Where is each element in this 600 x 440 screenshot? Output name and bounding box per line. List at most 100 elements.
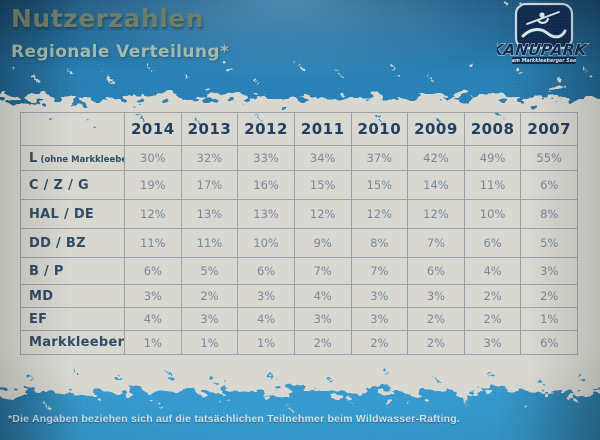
value-cell: 34% — [293, 145, 352, 171]
row-label: Markkleeberg — [20, 330, 125, 355]
value-cell: 15% — [293, 170, 352, 200]
value-cell: 3% — [350, 307, 409, 331]
value-cell: 16% — [237, 170, 295, 200]
value-cell: 14% — [407, 170, 465, 200]
value-cell: 8% — [520, 199, 578, 229]
value-cell: 55% — [520, 145, 578, 171]
table-container: 2014 2013 2012 2011 2010 2009 2008 2007 L (ohne… — [20, 112, 578, 355]
value-cell: 4% — [293, 284, 352, 308]
kayaker-icon — [521, 11, 567, 39]
table-row: C / Z / G 19% 17% 16% 15% 15% 14% 11% 6% — [20, 170, 578, 200]
value-cell: 42% — [407, 145, 465, 171]
value-cell: 2% — [407, 307, 465, 331]
value-cell: 6% — [463, 228, 522, 258]
regional-distribution-table: 2014 2013 2012 2011 2010 2009 2008 2007 L (ohne… — [20, 112, 578, 355]
value-cell: 2% — [463, 284, 522, 308]
year-header: 2011 — [293, 112, 352, 146]
value-cell: 13% — [180, 199, 239, 229]
table-row: DD / BZ 11% 11% 10% 9% 8% 7% 6% 5% — [20, 228, 578, 258]
value-cell: 6% — [124, 257, 182, 285]
table-row: MD 3% 2% 3% 4% 3% 3% 2% 2% — [20, 284, 578, 308]
footnote: *Die Angaben beziehen sich auf die tatsä… — [8, 413, 460, 425]
table-body: L (ohne Markkleeberg)30%32%33%34%37%42%4… — [20, 145, 578, 355]
row-label: C / Z / G — [20, 170, 125, 200]
value-cell: 1% — [520, 307, 578, 331]
value-cell: 2% — [463, 307, 522, 331]
value-cell: 6% — [407, 257, 465, 285]
value-cell: 10% — [463, 199, 522, 229]
table-row: HAL / DE 12% 13% 13% 12% 12% 12% 10% 8% — [20, 199, 578, 229]
value-cell: 6% — [520, 330, 578, 355]
row-label: HAL / DE — [20, 199, 125, 229]
value-cell: 11% — [180, 228, 239, 258]
value-cell: 1% — [237, 330, 295, 355]
logo-wordmark: KANUPARK — [497, 41, 589, 59]
value-cell: 2% — [350, 330, 409, 355]
value-cell: 4% — [463, 257, 522, 285]
table-header: 2014 2013 2012 2011 2010 2009 2008 2007 — [20, 112, 578, 146]
year-header: 2009 — [407, 112, 465, 146]
value-cell: 2% — [407, 330, 465, 355]
value-cell: 2% — [520, 284, 578, 308]
value-cell: 30% — [124, 145, 182, 171]
value-cell: 3% — [293, 307, 352, 331]
value-cell: 3% — [124, 284, 182, 308]
kanupark-logo: KANUPARK am Markkleeberger See — [497, 2, 589, 64]
header-row: 2014 2013 2012 2011 2010 2009 2008 2007 — [20, 112, 578, 146]
value-cell: 8% — [350, 228, 409, 258]
value-cell: 15% — [350, 170, 409, 200]
value-cell: 3% — [407, 284, 465, 308]
logo-tagline: am Markkleeberger See — [512, 58, 577, 64]
value-cell: 3% — [463, 330, 522, 355]
value-cell: 4% — [237, 307, 295, 331]
value-cell: 7% — [293, 257, 352, 285]
value-cell: 19% — [124, 170, 182, 200]
value-cell: 12% — [407, 199, 465, 229]
value-cell: 10% — [237, 228, 295, 258]
value-cell: 2% — [293, 330, 352, 355]
row-label: DD / BZ — [20, 228, 125, 258]
corner-cell — [20, 112, 125, 146]
value-cell: 6% — [520, 170, 578, 200]
slide-header: Nutzerzahlen Regionale Verteilung* — [11, 4, 229, 62]
row-label: MD — [20, 284, 125, 308]
value-cell: 5% — [180, 257, 239, 285]
value-cell: 1% — [124, 330, 182, 355]
year-header: 2014 — [124, 112, 182, 146]
value-cell: 7% — [407, 228, 465, 258]
value-cell: 17% — [180, 170, 239, 200]
page-title: Nutzerzahlen — [11, 4, 205, 33]
value-cell: 33% — [237, 145, 295, 171]
value-cell: 3% — [350, 284, 409, 308]
table-row: B / P 6% 5% 6% 7% 7% 6% 4% 3% — [20, 257, 578, 285]
row-label: L (ohne Markkleeberg) — [20, 145, 125, 171]
value-cell: 49% — [463, 145, 522, 171]
value-cell: 12% — [124, 199, 182, 229]
row-label: EF — [20, 307, 125, 331]
value-cell: 12% — [350, 199, 409, 229]
value-cell: 6% — [237, 257, 295, 285]
row-label-suffix: (ohne Markkleeberg) — [40, 154, 124, 165]
value-cell: 3% — [237, 284, 295, 308]
year-header: 2010 — [350, 112, 409, 146]
value-cell: 9% — [293, 228, 352, 258]
value-cell: 1% — [180, 330, 239, 355]
value-cell: 32% — [180, 145, 239, 171]
table-row: L (ohne Markkleeberg)30%32%33%34%37%42%4… — [20, 145, 578, 171]
row-label: B / P — [20, 257, 125, 285]
value-cell: 4% — [124, 307, 182, 331]
year-header: 2012 — [237, 112, 295, 146]
value-cell: 12% — [293, 199, 352, 229]
value-cell: 11% — [124, 228, 182, 258]
value-cell: 3% — [520, 257, 578, 285]
year-header: 2008 — [463, 112, 522, 146]
page-subtitle: Regionale Verteilung* — [11, 42, 230, 62]
value-cell: 2% — [180, 284, 239, 308]
value-cell: 13% — [237, 199, 295, 229]
table-row: Markkleeberg 1% 1% 1% 2% 2% 2% 3% 6% — [20, 330, 578, 355]
table-row: EF 4% 3% 4% 3% 3% 2% 2% 1% — [20, 307, 578, 331]
year-header: 2007 — [520, 112, 578, 146]
year-header: 2013 — [180, 112, 239, 146]
value-cell: 11% — [463, 170, 522, 200]
